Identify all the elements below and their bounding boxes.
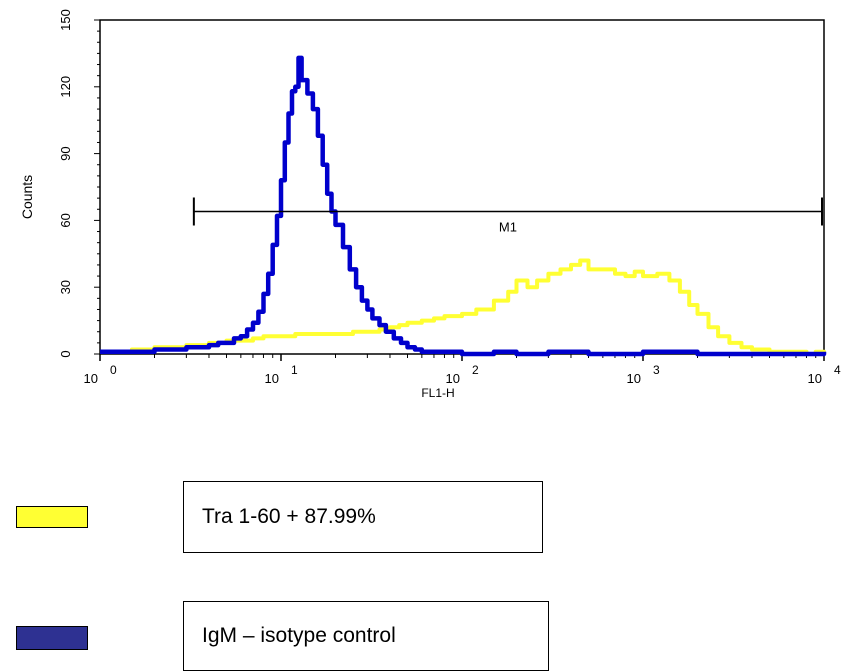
x-tick-exponent: 0	[110, 363, 117, 377]
legend-swatch-yellow	[16, 506, 88, 528]
x-tick-label: 10	[446, 371, 460, 386]
marker-label: M1	[499, 219, 517, 234]
y-tick-label: 90	[58, 146, 73, 160]
x-tick-exponent: 1	[291, 363, 298, 377]
series-line-igm	[100, 55, 827, 357]
series-layer	[100, 55, 827, 357]
legend-label-tra: Tra 1-60 + 87.99%	[183, 481, 543, 553]
y-axis-label: Counts	[19, 175, 35, 219]
y-tick-label: 30	[58, 280, 73, 294]
x-tick-label: 10	[627, 371, 641, 386]
y-tick-label: 0	[58, 350, 73, 357]
y-tick-label: 150	[58, 9, 73, 31]
x-tick-label: 10	[808, 371, 822, 386]
legend-text-tra: Tra 1-60 + 87.99%	[202, 505, 376, 528]
legend-swatch-blue	[16, 626, 88, 650]
x-axis-label: FL1-H	[421, 386, 454, 400]
x-tick-label: 10	[84, 371, 98, 386]
x-tick-exponent: 4	[834, 363, 841, 377]
histogram-chart: 0306090120150Counts100101102103104FL1-H …	[19, 9, 841, 400]
y-tick-label: 60	[58, 213, 73, 227]
x-tick-label: 10	[265, 371, 279, 386]
legend-text-igm: IgM – isotype control	[202, 624, 396, 647]
legend-label-igm: IgM – isotype control	[183, 601, 549, 671]
y-tick-label: 120	[58, 76, 73, 98]
x-tick-exponent: 3	[653, 363, 660, 377]
marker-m1: M1	[192, 197, 823, 234]
axes: 0 30 60 90 120 150 Counts 10 0 10 1 10 2 10 3 10 4 FL1-H	[19, 9, 841, 400]
plot-frame	[99, 19, 825, 355]
x-tick-exponent: 2	[472, 363, 479, 377]
series-line-tra	[100, 258, 826, 356]
